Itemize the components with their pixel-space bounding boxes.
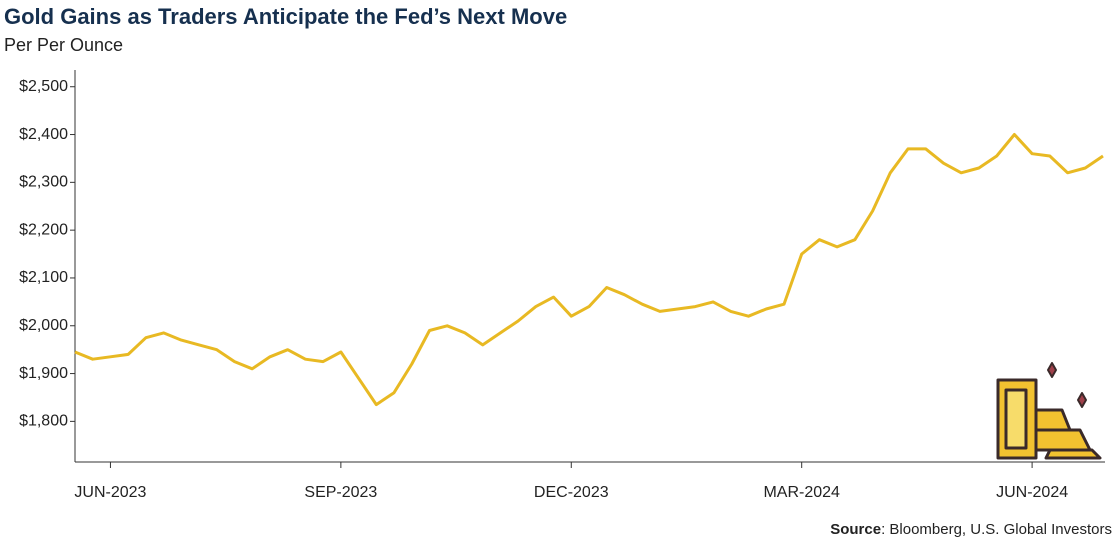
y-tick-label: $2,400 [19, 126, 68, 143]
x-tick-label: JUN-2024 [996, 484, 1068, 501]
chart-subtitle: Per Per Ounce [4, 35, 123, 55]
y-tick-label: $2,200 [19, 221, 68, 238]
x-tick-label: JUN-2023 [74, 484, 146, 501]
y-tick-label: $1,900 [19, 365, 68, 382]
source-label: Source [830, 521, 881, 538]
y-tick-label: $2,500 [19, 78, 68, 95]
y-tick-label: $2,300 [19, 174, 68, 191]
y-tick-label: $2,000 [19, 317, 68, 334]
y-tick-label: $2,100 [19, 269, 68, 286]
source-text: : Bloomberg, U.S. Global Investors [881, 521, 1112, 538]
price-line [74, 133, 1104, 407]
gold-icon [996, 362, 1102, 460]
x-tick-label: SEP-2023 [304, 484, 377, 501]
x-tick-label: DEC-2023 [534, 484, 609, 501]
x-tick-label: MAR-2024 [763, 484, 840, 501]
y-tick-label: $1,800 [19, 413, 68, 430]
source: Source: Bloomberg, U.S. Global Investors [830, 521, 1112, 538]
chart-title: Gold Gains as Traders Anticipate the Fed… [4, 4, 567, 29]
